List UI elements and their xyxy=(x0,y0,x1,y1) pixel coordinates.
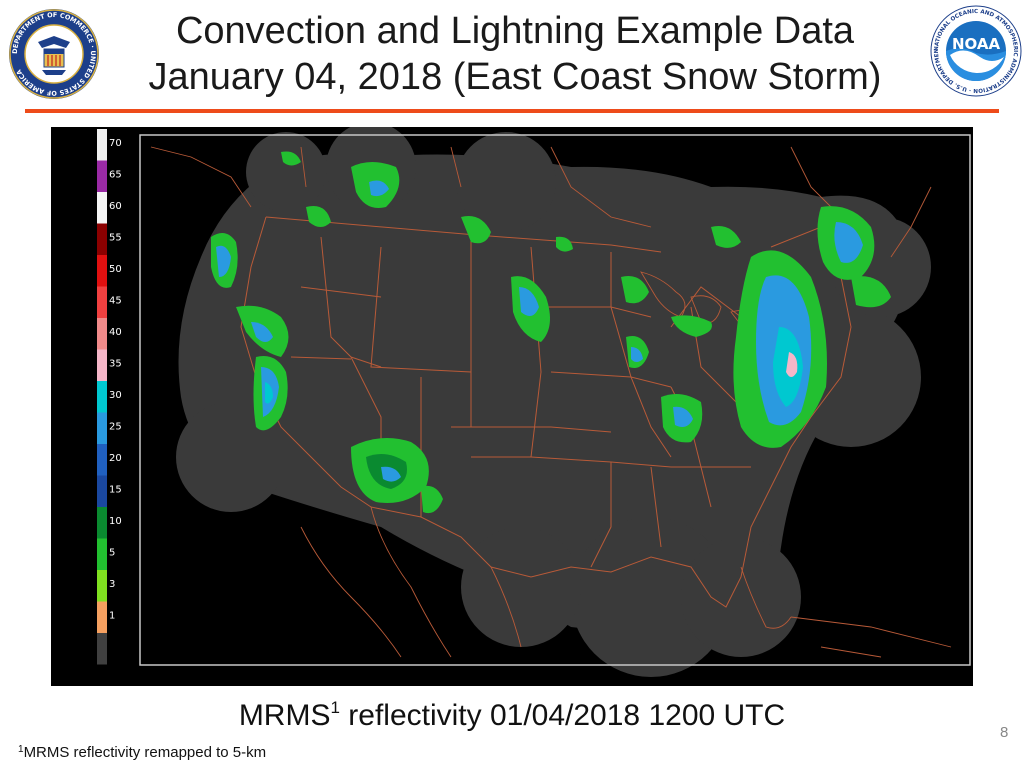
title-line-1: Convection and Lightning Example Data xyxy=(175,10,855,52)
legend-label: 65 xyxy=(109,170,122,181)
legend-swatch xyxy=(97,349,107,381)
legend-label: 70 xyxy=(109,138,122,149)
legend-swatch xyxy=(97,381,107,413)
legend-swatch xyxy=(97,412,107,444)
legend-swatch xyxy=(97,444,107,476)
legend-label: 30 xyxy=(109,390,122,401)
legend-label: 5 xyxy=(109,548,115,559)
caption-rest: reflectivity 01/04/2018 1200 UTC xyxy=(339,699,786,732)
legend-swatch xyxy=(97,223,107,255)
legend-label: 55 xyxy=(109,233,122,244)
svg-text:NOAA: NOAA xyxy=(952,35,1001,53)
caption-prefix: MRMS xyxy=(238,699,331,732)
legend-label: 40 xyxy=(109,327,122,338)
legend-swatch xyxy=(97,160,107,192)
legend-swatch xyxy=(97,475,107,507)
legend-swatch xyxy=(97,255,107,287)
title-line-2: January 04, 2018 (East Coast Snow Storm) xyxy=(148,56,882,98)
footnote-text: MRMS reflectivity remapped to 5-km xyxy=(23,744,267,761)
legend-label: 60 xyxy=(109,201,122,212)
legend-label: 25 xyxy=(109,422,122,433)
noaa-logo-icon: NATIONAL OCEANIC AND ATMOSPHERIC ADMINIS… xyxy=(930,5,1022,97)
legend-label: 45 xyxy=(109,296,122,307)
doc-seal-icon: DEPARTMENT OF COMMERCE · UNITED STATES O… xyxy=(9,9,99,99)
reflectivity-map: 70 65 60 55 50 45 40 35 30 25 20 15 10 5 3 1 xyxy=(51,127,973,686)
map-caption: MRMS1 reflectivity 01/04/2018 1200 UTC xyxy=(0,698,1024,733)
legend-label: 20 xyxy=(109,453,122,464)
map-frame xyxy=(139,134,971,666)
legend-swatch xyxy=(97,192,107,224)
radar-coverage xyxy=(176,127,931,677)
legend-label: 35 xyxy=(109,359,122,370)
legend-swatch xyxy=(97,538,107,570)
reflectivity-legend: 70 65 60 55 50 45 40 35 30 25 20 15 10 5 3 1 xyxy=(97,129,122,665)
legend-swatch xyxy=(97,570,107,602)
title-rule xyxy=(25,109,999,113)
legend-label: 50 xyxy=(109,264,122,275)
legend-swatch xyxy=(97,601,107,633)
map-canvas: 70 65 60 55 50 45 40 35 30 25 20 15 10 5 3 1 xyxy=(97,127,971,677)
reflectivity-echoes xyxy=(211,151,891,514)
legend-label: 3 xyxy=(109,579,115,590)
footnote-sup: 1 xyxy=(18,744,24,755)
legend-swatch xyxy=(97,129,107,161)
legend-swatch xyxy=(97,507,107,539)
legend-label: 15 xyxy=(109,485,122,496)
legend-swatch xyxy=(97,318,107,350)
legend-swatch xyxy=(97,633,107,665)
page-number: 8 xyxy=(1000,724,1009,741)
legend-swatch xyxy=(97,286,107,318)
caption-sup: 1 xyxy=(330,698,340,717)
legend-label: 1 xyxy=(109,611,115,622)
slide-title: Convection and Lightning Example Data Ja… xyxy=(95,8,935,100)
legend-label: 10 xyxy=(109,516,122,527)
footnote: 1MRMS reflectivity remapped to 5-km xyxy=(18,744,266,761)
